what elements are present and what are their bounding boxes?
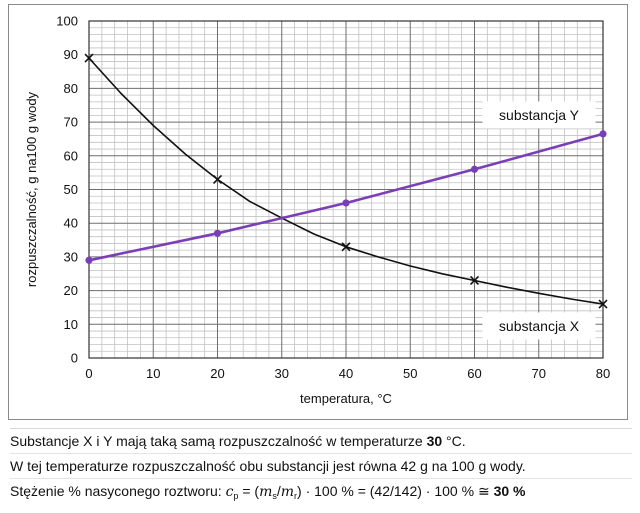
concentration-subscript: p: [233, 491, 239, 501]
formula-part: = (: [238, 483, 260, 499]
formula-calculation: ) · 100 % = (42/142) · 100 % ≅: [297, 483, 494, 499]
formula-divider: /: [276, 483, 281, 499]
solution-mass-subscript: r: [294, 491, 298, 501]
temperature-unit: °C.: [442, 433, 466, 449]
series-y-point: [470, 165, 479, 173]
temperature-value: 30: [426, 433, 443, 449]
y-tick-label: 80: [64, 81, 78, 96]
y-tick-label: 30: [64, 249, 78, 264]
explanation-line-2: W tej temperaturze rozpuszczalność obu s…: [10, 454, 632, 479]
explanation-text: Substancje X i Y mają taką samą rozpuszc…: [10, 433, 427, 449]
solute-mass-subscript: s: [272, 491, 277, 501]
series-x-point-stroke: [598, 299, 608, 309]
series-x-point: [598, 299, 608, 309]
series: [84, 53, 608, 309]
series-x-point: [469, 275, 480, 286]
concentration-symbol: c: [225, 484, 234, 500]
formula-prefix: Stężenie % nasyconego roztworu:: [10, 483, 226, 499]
y-tick-label: 70: [64, 115, 78, 130]
x-tick-label: 60: [467, 366, 481, 381]
plot-area-border: [88, 20, 604, 359]
series-x-point: [341, 242, 351, 252]
explanation: Substancje X i Y mają taką samą rozpuszc…: [10, 428, 632, 508]
series-x-point-stroke: [84, 53, 94, 63]
y-tick-label: 20: [64, 283, 78, 298]
legend-substance-x-box: [482, 312, 596, 340]
solubility-chart: 0 10 20 30 40 50 60 70 80 0 10 20 30 40 50 60 70 80 90 100 t…: [24, 14, 610, 407]
y-axis-title: rozpuszczalność, g na100 g wody: [24, 91, 39, 287]
grid: [88, 20, 604, 359]
series-x-point-stroke: [469, 275, 480, 286]
explanation-line-1: Substancje X i Y mają taką samą rozpuszc…: [10, 428, 632, 454]
x-axis-title: temperatura, °C: [300, 391, 392, 406]
series-y-point: [599, 130, 607, 138]
series-x-point: [84, 53, 94, 63]
series-y-point: [213, 229, 222, 237]
concentration-result: 30 %: [493, 483, 526, 499]
legend-substance-y-box: [482, 101, 596, 129]
x-tick-label: 70: [532, 366, 546, 381]
series-x-point-stroke: [341, 242, 351, 252]
y-tick-label: 60: [64, 148, 78, 163]
explanation-line-3: Stężenie % nasyconego roztworu: cp = (ms…: [10, 479, 632, 508]
legend-substance-y: substancja Y: [482, 101, 596, 129]
series-y-point: [85, 256, 93, 264]
axes: [88, 20, 604, 359]
x-tick-label: 0: [85, 366, 92, 381]
legend-substance-x: substancja X: [482, 312, 596, 340]
y-tick-label: 40: [64, 216, 78, 231]
x-tick-label: 80: [596, 366, 610, 381]
x-tick-label: 30: [275, 366, 289, 381]
chart-frame: 0 10 20 30 40 50 60 70 80 0 10 20 30 40 50 60 70 80 90 100 t…: [8, 4, 628, 420]
y-tick-label: 0: [71, 351, 78, 366]
solution-mass-symbol: m: [280, 484, 295, 500]
x-tick-label: 40: [339, 366, 353, 381]
x-tick-label: 10: [146, 366, 160, 381]
y-tick-label: 10: [64, 317, 78, 332]
x-tick-label: 50: [403, 366, 417, 381]
y-tick-label: 50: [64, 182, 78, 197]
solute-mass-symbol: m: [259, 484, 273, 500]
series-x-point-stroke: [212, 174, 223, 184]
series-y-point: [342, 199, 350, 207]
legend-substance-y-text: substancja Y: [499, 107, 580, 123]
x-tick-label: 20: [210, 366, 224, 381]
y-tick-label: 100: [56, 14, 78, 29]
legend-substance-x-text: substancja X: [499, 318, 580, 334]
series-x-point: [212, 174, 223, 184]
y-tick-label: 90: [64, 47, 78, 62]
labels: 0 10 20 30 40 50 60 70 80 0 10 20 30 40 50 60 70 80 90 100 t…: [24, 14, 610, 407]
